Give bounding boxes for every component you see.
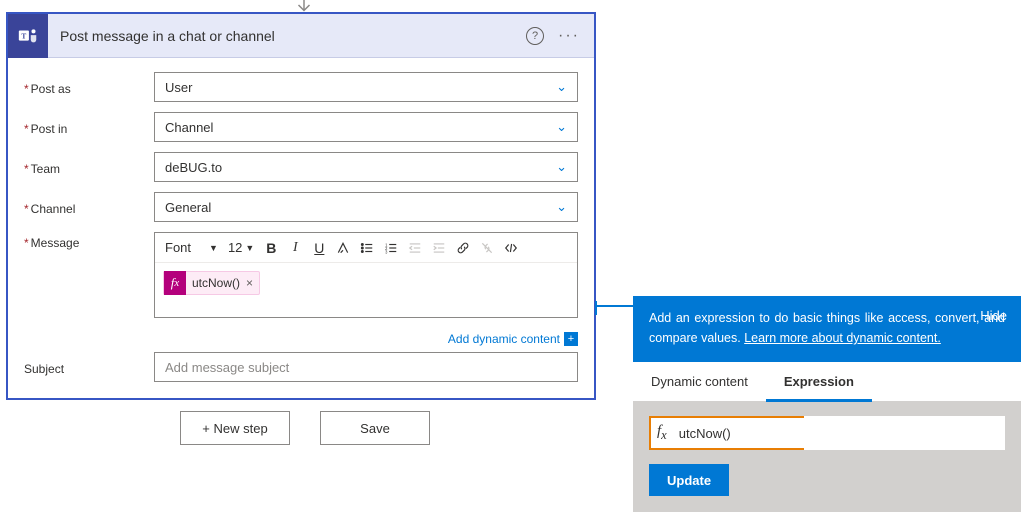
label-post-as: *Post as — [24, 78, 154, 96]
more-icon[interactable]: ··· — [558, 28, 580, 44]
expression-input-tail[interactable] — [804, 416, 1005, 450]
outdent-button[interactable] — [404, 236, 426, 260]
expression-text: utcNow() — [675, 426, 731, 441]
expression-input[interactable]: fx utcNow() — [649, 416, 804, 450]
select-value: General — [165, 200, 211, 215]
token-text: utcNow() — [192, 276, 240, 290]
dynamic-content-panel: Hide Add an expression to do basic thing… — [633, 296, 1021, 512]
label-channel: *Channel — [24, 198, 154, 216]
caret-down-icon: ▼ — [245, 243, 254, 253]
teams-icon: T — [8, 14, 48, 58]
panel-hint: Hide Add an expression to do basic thing… — [633, 296, 1021, 362]
editor-body[interactable]: fx utcNow() × — [155, 263, 577, 317]
footer-buttons: + New step Save — [180, 411, 430, 445]
indent-button[interactable] — [428, 236, 450, 260]
fx-icon: fx — [164, 271, 186, 295]
tab-dynamic-content[interactable]: Dynamic content — [633, 362, 766, 401]
bold-button[interactable]: B — [260, 236, 282, 260]
numbered-list-button[interactable]: 123 — [380, 236, 402, 260]
select-value: User — [165, 80, 192, 95]
unlink-button[interactable] — [476, 236, 498, 260]
label-message: *Message — [24, 232, 154, 250]
select-team[interactable]: deBUG.to ⌄ — [154, 152, 578, 182]
select-post-as[interactable]: User ⌄ — [154, 72, 578, 102]
select-value: deBUG.to — [165, 160, 222, 175]
chevron-down-icon: ⌄ — [556, 79, 567, 95]
chevron-down-icon: ⌄ — [556, 199, 567, 215]
tab-expression[interactable]: Expression — [766, 362, 872, 402]
label-team: *Team — [24, 158, 154, 176]
link-button[interactable] — [452, 236, 474, 260]
select-value: Channel — [165, 120, 213, 135]
expression-editor-area: fx utcNow() Update — [633, 402, 1021, 512]
select-post-in[interactable]: Channel ⌄ — [154, 112, 578, 142]
subject-input[interactable] — [154, 352, 578, 382]
new-step-button[interactable]: + New step — [180, 411, 290, 445]
action-card: T Post message in a chat or channel ? ··… — [6, 12, 596, 400]
font-size-dropdown[interactable]: 12 ▼ — [224, 240, 258, 255]
italic-button[interactable]: I — [284, 236, 306, 260]
update-button[interactable]: Update — [649, 464, 729, 496]
expression-token[interactable]: fx utcNow() × — [163, 271, 260, 295]
chevron-down-icon: ⌄ — [556, 159, 567, 175]
fx-icon: fx — [651, 423, 675, 443]
plus-icon: + — [564, 332, 578, 346]
remove-token-icon[interactable]: × — [246, 276, 253, 290]
label-subject: Subject — [24, 358, 154, 376]
underline-button[interactable]: U — [308, 236, 330, 260]
help-icon[interactable]: ? — [526, 27, 544, 45]
bullet-list-button[interactable] — [356, 236, 378, 260]
rich-text-editor: Font ▼ 12 ▼ B I U — [154, 232, 578, 318]
select-channel[interactable]: General ⌄ — [154, 192, 578, 222]
font-color-button[interactable] — [332, 236, 354, 260]
panel-tabs: Dynamic content Expression — [633, 362, 1021, 402]
card-title: Post message in a chat or channel — [48, 28, 526, 44]
caret-down-icon: ▼ — [209, 243, 218, 253]
label-post-in: *Post in — [24, 118, 154, 136]
panel-connector — [595, 305, 633, 307]
svg-text:T: T — [21, 31, 26, 40]
learn-more-link[interactable]: Learn more about dynamic content. — [744, 331, 941, 345]
add-dynamic-content-link[interactable]: Add dynamic content + — [448, 332, 578, 346]
editor-toolbar: Font ▼ 12 ▼ B I U — [155, 233, 577, 263]
card-body: *Post as User ⌄ *Post in Channel ⌄ *Team — [8, 58, 594, 398]
chevron-down-icon: ⌄ — [556, 119, 567, 135]
code-view-button[interactable] — [500, 236, 522, 260]
svg-text:3: 3 — [385, 249, 388, 254]
font-dropdown[interactable]: Font ▼ — [161, 240, 222, 255]
card-header[interactable]: T Post message in a chat or channel ? ··… — [8, 14, 594, 58]
save-button[interactable]: Save — [320, 411, 430, 445]
hide-link[interactable]: Hide — [980, 306, 1007, 327]
